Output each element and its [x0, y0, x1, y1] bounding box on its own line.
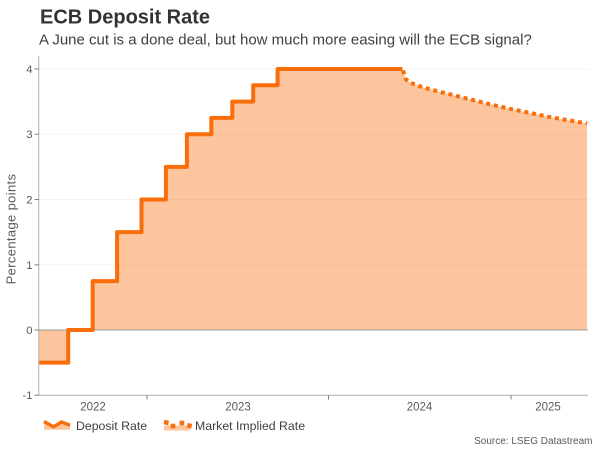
- svg-text:Source: LSEG Datastream: Source: LSEG Datastream: [474, 436, 592, 447]
- svg-text:2024: 2024: [407, 402, 433, 414]
- svg-text:2023: 2023: [225, 402, 251, 414]
- svg-text:3: 3: [26, 129, 32, 141]
- svg-text:A June cut is a done deal, but: A June cut is a done deal, but how much …: [39, 32, 532, 49]
- svg-text:2: 2: [26, 195, 32, 207]
- svg-text:1: 1: [26, 260, 32, 272]
- svg-text:ECB Deposit Rate: ECB Deposit Rate: [40, 7, 210, 29]
- svg-text:-1: -1: [22, 390, 32, 402]
- svg-text:2022: 2022: [80, 402, 106, 414]
- svg-text:2025: 2025: [535, 402, 561, 414]
- svg-text:4: 4: [26, 64, 32, 76]
- svg-text:Percentage points: Percentage points: [4, 173, 19, 284]
- svg-text:0: 0: [26, 325, 32, 337]
- svg-text:Market Implied Rate: Market Implied Rate: [195, 419, 305, 433]
- svg-text:Deposit Rate: Deposit Rate: [76, 419, 147, 433]
